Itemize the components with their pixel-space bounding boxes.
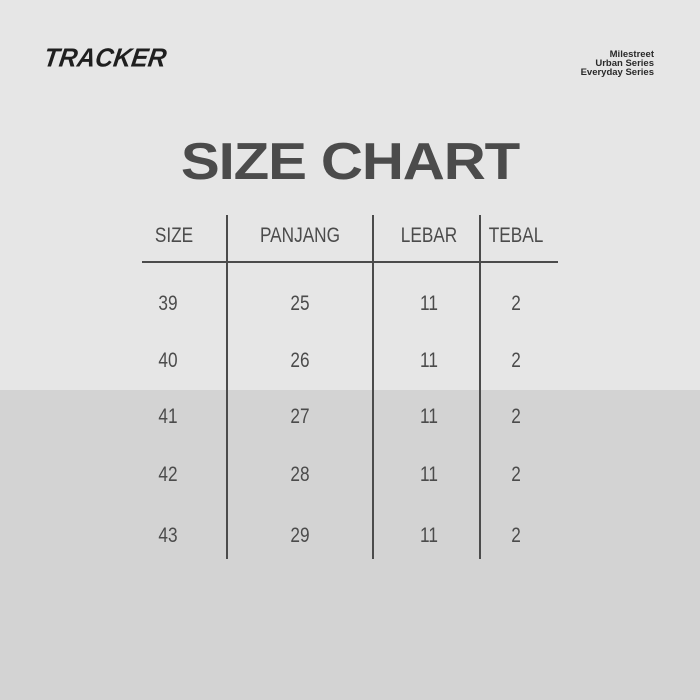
cell-lebar: 11: [420, 524, 438, 547]
cell-lebar: 11: [420, 292, 438, 315]
series-list: Milestreet Urban Series Everyday Series: [580, 49, 654, 78]
cell-panjang: 27: [290, 405, 310, 428]
cell-size: 42: [158, 463, 178, 486]
cell-panjang: 29: [290, 524, 310, 547]
header-panjang: PANJANG: [259, 224, 341, 247]
cell-tebal: 2: [511, 405, 521, 428]
header-tebal: TEBAL: [488, 224, 544, 247]
brand-logo: TRACKER: [42, 43, 169, 73]
cell-lebar: 11: [420, 405, 438, 428]
header-lebar: LEBAR: [400, 224, 458, 247]
cell-panjang: 28: [290, 463, 310, 486]
cell-size: 41: [158, 405, 178, 428]
cell-size: 40: [158, 349, 178, 372]
series-item: Urban Series: [595, 58, 654, 69]
cell-tebal: 2: [511, 524, 521, 547]
series-item: Everyday Series: [580, 67, 654, 78]
header-divider: [142, 261, 558, 263]
cell-panjang: 25: [290, 292, 310, 315]
page-title: SIZE CHART: [180, 133, 520, 191]
column-divider: [226, 215, 228, 559]
cell-tebal: 2: [511, 292, 521, 315]
cell-tebal: 2: [511, 463, 521, 486]
column-divider: [479, 215, 481, 559]
column-divider: [372, 215, 374, 559]
header-size: SIZE: [154, 224, 194, 247]
cell-size: 39: [158, 292, 178, 315]
cell-tebal: 2: [511, 349, 521, 372]
cell-lebar: 11: [420, 463, 438, 486]
cell-size: 43: [158, 524, 178, 547]
cell-lebar: 11: [420, 349, 438, 372]
series-item: Milestreet: [609, 49, 654, 60]
cell-panjang: 26: [290, 349, 310, 372]
lower-background: [0, 390, 700, 700]
